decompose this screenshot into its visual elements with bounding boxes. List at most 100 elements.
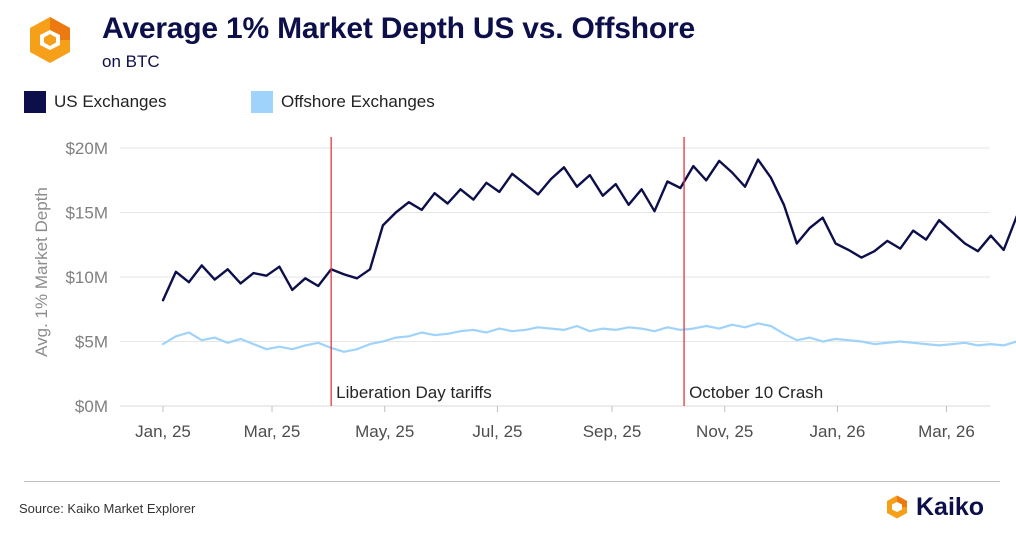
line-chart: $0M $5M $10M $15M $20M Jan, 25 Mar, 25 May, 25 J… [32,137,1016,441]
data-point-offshore [511,330,513,333]
data-point-us [188,281,190,284]
data-point-offshore [589,330,591,333]
data-point-offshore [860,340,863,343]
data-point-us [446,202,449,205]
data-point-offshore [537,326,539,329]
event-layer: Liberation Day tariffs October 10 Crash [330,137,823,406]
data-point-offshore [446,333,449,335]
data-point-offshore [886,342,889,344]
data-point-offshore [873,343,876,345]
data-point-us [744,185,746,188]
data-point-us [524,183,526,185]
data-point-offshore [912,342,914,344]
data-point-us [808,227,811,229]
data-point-offshore [550,327,552,330]
data-point-offshore [692,327,695,330]
y-tick-label: $0M [75,397,108,416]
data-point-us [550,178,552,180]
series-line-us [161,158,1016,302]
data-point-offshore [408,335,410,338]
data-point-us [563,166,565,169]
data-point-us [990,234,992,237]
data-point-us [278,265,281,268]
y-tick-label: $10M [65,268,108,287]
data-point-offshore [783,333,785,335]
data-point-offshore [459,330,462,333]
data-point-us [679,187,682,189]
brand-logo: Kaiko [884,490,984,524]
data-point-offshore [563,329,565,331]
data-point-us [821,216,824,219]
data-point-offshore [653,330,656,333]
data-point-offshore [757,322,759,325]
data-point-offshore [213,336,216,339]
data-point-offshore [718,327,720,330]
data-point-us [834,242,837,245]
data-point-us [239,282,242,285]
data-point-us [757,158,759,161]
chart-subtitle: on BTC [102,52,160,71]
data-point-offshore [977,344,979,347]
data-point-offshore [265,348,268,351]
data-point-offshore [951,343,953,345]
data-point-offshore [614,329,617,331]
data-point-offshore [1002,344,1005,347]
data-point-us [395,211,397,214]
data-point-us [938,219,940,221]
data-point-us [304,277,307,280]
data-point-offshore [964,342,966,344]
data-point-us [627,204,630,206]
data-point-offshore [770,325,772,327]
data-point-us [317,285,320,287]
data-point-us [408,201,410,203]
data-point-us [252,272,255,274]
x-tick-label: Nov, 25 [696,422,753,441]
kaiko-logo-icon [30,17,70,63]
x-tick-label: May, 25 [355,422,414,441]
event-label: October 10 Crash [689,383,823,402]
x-tick-label: Sep, 25 [583,422,642,441]
legend-swatch-offshore [251,91,273,113]
data-point-us [718,160,720,162]
legend-label-offshore: Offshore Exchanges [281,92,435,111]
data-point-us [472,198,475,201]
data-point-us [226,268,229,271]
data-point-us [459,188,462,191]
data-point-us [860,256,863,259]
data-point-us [433,192,436,194]
data-point-offshore [498,327,501,330]
data-point-offshore [731,323,733,326]
data-point-offshore [576,325,578,327]
data-point-us [977,250,979,252]
data-point-us [576,185,578,188]
data-point-offshore [395,336,397,339]
y-tick-label: $5M [75,333,108,352]
data-point-offshore [369,343,371,345]
data-point-us [925,238,927,241]
data-point-offshore [834,338,837,340]
data-point-offshore [899,340,902,343]
data-point-offshore [343,351,345,353]
data-point-offshore [925,343,927,345]
data-point-offshore [278,345,281,348]
data-point-offshore [666,326,669,329]
data-point-us [951,231,953,233]
axis-layer: $0M $5M $10M $15M $20M Jan, 25 Mar, 25 May, 25 J… [65,139,990,441]
data-point-us [614,183,617,185]
data-point-us [964,242,966,245]
data-point-offshore [188,331,190,334]
data-point-offshore [485,331,488,334]
data-point-us [511,173,513,175]
data-point-offshore [679,329,682,331]
data-point-us [666,180,669,183]
y-axis-label: Avg. 1% Market Depth [32,187,51,357]
source-note: Source: Kaiko Market Explorer [19,501,196,516]
data-point-us [899,247,902,250]
data-point-offshore [808,336,811,339]
data-point-offshore [524,329,526,331]
data-point-us [602,194,604,197]
data-point-us [485,182,488,184]
data-point-us [162,299,164,302]
data-point-us [640,188,643,191]
data-point-offshore [291,348,294,351]
